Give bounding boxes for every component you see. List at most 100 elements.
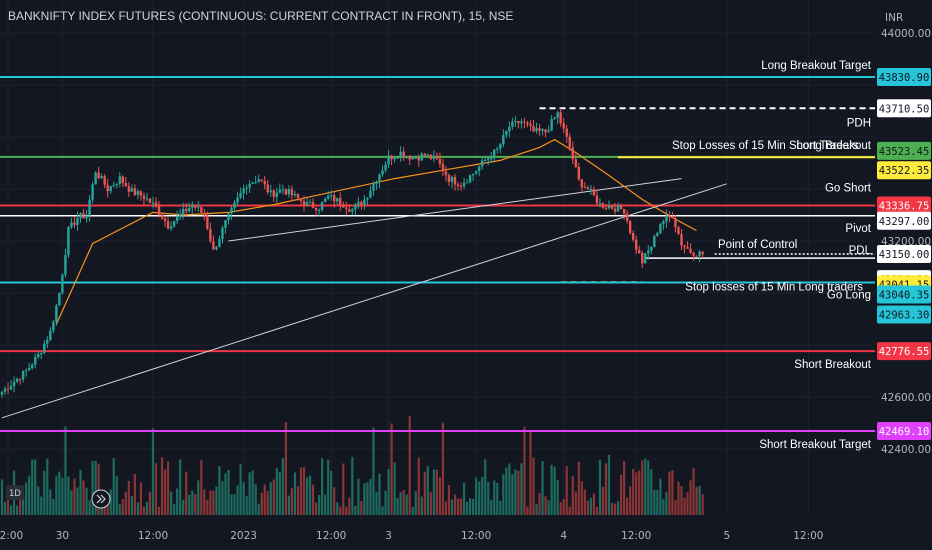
candle-body	[124, 183, 128, 187]
volume-bar	[281, 457, 284, 515]
candle-body	[224, 220, 227, 228]
volume-bar	[435, 469, 438, 515]
candle-body	[465, 182, 469, 184]
candle-body	[299, 198, 303, 201]
candle-body	[136, 191, 140, 195]
volume-bar	[601, 486, 605, 515]
volume-bar	[508, 463, 511, 515]
candle-body	[408, 155, 411, 160]
candle-body	[121, 176, 124, 184]
candle-body	[290, 189, 294, 196]
volume-bar	[339, 506, 342, 515]
price-badge	[877, 285, 931, 304]
price-badge	[877, 141, 931, 160]
volume-bar	[209, 490, 212, 515]
candle-body	[366, 197, 369, 200]
price-badge	[877, 342, 931, 361]
candle-body	[172, 220, 176, 227]
candle-body	[686, 246, 689, 249]
candle-body	[345, 207, 348, 210]
volume-bar	[662, 499, 665, 515]
volume-bar	[145, 502, 149, 515]
volume-bar	[121, 499, 124, 515]
candle-body	[662, 221, 665, 225]
candle-body	[103, 176, 106, 185]
volume-bar	[272, 479, 275, 515]
interval-badge[interactable]: 1D	[6, 485, 24, 500]
volume-bar	[330, 470, 333, 515]
volume-bar	[692, 468, 695, 515]
candle-body	[166, 221, 170, 229]
level-label: Go Short	[825, 182, 872, 194]
volume-bar	[9, 505, 13, 515]
volume-bar	[260, 492, 263, 515]
volume-bar	[411, 506, 414, 515]
candle-body	[76, 218, 79, 225]
x-tick-label: 12:00	[0, 530, 23, 542]
candle-body	[689, 248, 692, 253]
level-label: PDL	[849, 245, 872, 257]
x-tick-label: 4	[560, 530, 567, 542]
candle-body	[544, 129, 547, 133]
axis-layer: 43830.90 43710.50 43523.45 43522.35 43336.75…	[0, 28, 931, 542]
candle-body	[399, 151, 402, 158]
candle-body	[677, 227, 680, 235]
volume-bar	[529, 430, 532, 515]
volume-bar	[263, 484, 266, 515]
candle-body	[109, 186, 112, 192]
price-badge	[877, 422, 931, 441]
candle-body	[269, 190, 272, 193]
volume-bar	[302, 467, 306, 515]
volume-bar	[348, 497, 351, 515]
volume-bar	[118, 504, 121, 515]
candle-body	[3, 388, 7, 392]
x-tick-label: 12:00	[461, 530, 491, 542]
volume-bar	[408, 415, 411, 515]
candle-body	[384, 164, 387, 171]
volume-bar	[61, 477, 64, 515]
candle-body	[396, 157, 399, 159]
price-badge-label: 43522.35	[879, 165, 930, 177]
volume-bar	[683, 497, 686, 515]
volume-bar	[85, 487, 88, 515]
candle-body	[532, 125, 535, 132]
volume-bar	[695, 486, 698, 515]
volume-bar	[668, 471, 671, 515]
candle-body	[375, 182, 378, 184]
price-badge	[877, 99, 931, 118]
candle-body	[308, 202, 312, 204]
volume-bar	[387, 469, 390, 515]
volume-bar	[275, 467, 278, 515]
candle-body	[444, 171, 448, 176]
volume-bar	[170, 491, 173, 515]
candle-body	[607, 206, 611, 209]
volume-bar	[0, 479, 4, 515]
candle-body	[453, 176, 457, 185]
replay-icon[interactable]	[91, 489, 111, 509]
volume-bar	[469, 498, 472, 515]
candle-body	[508, 126, 511, 132]
volume-bar	[360, 501, 363, 515]
candle-body	[218, 238, 221, 248]
candle-body	[484, 160, 487, 162]
candle-body	[529, 124, 532, 126]
candle-body	[79, 213, 82, 219]
volume-bar	[432, 469, 435, 515]
volume-bar	[321, 458, 324, 515]
volume-bar	[100, 502, 103, 515]
volume-bar	[112, 458, 115, 515]
level-label: Short Breakout	[794, 359, 872, 371]
candle-body	[363, 199, 366, 205]
volume-bar	[420, 496, 423, 515]
candle-body	[18, 378, 22, 380]
volume-bar	[278, 471, 281, 515]
volume-bar	[475, 477, 478, 515]
volume-bar	[677, 481, 680, 515]
x-tick-label: 5	[723, 530, 730, 542]
volume-bar	[136, 502, 139, 515]
volume-bar	[689, 480, 692, 515]
volume-bar	[46, 458, 49, 515]
candle-body	[523, 121, 526, 123]
volume-bar	[109, 489, 112, 515]
candle-body	[653, 235, 656, 248]
